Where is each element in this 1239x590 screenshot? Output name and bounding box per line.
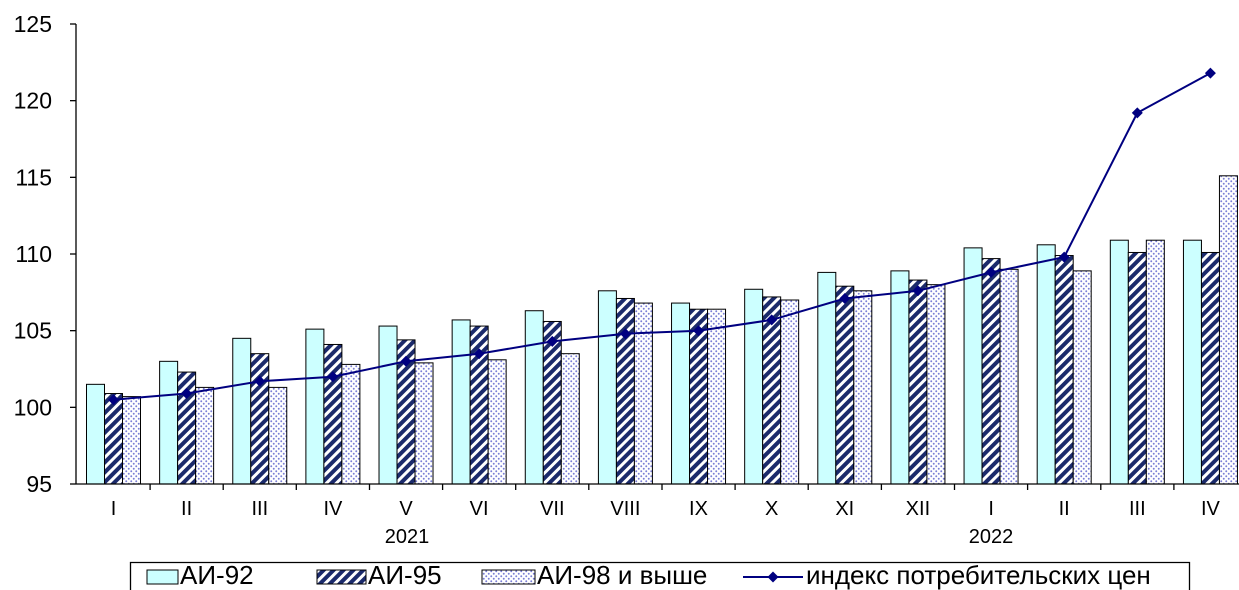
bar-ai-98-11 [853, 290, 873, 485]
x-tick-label-11: XI [835, 498, 854, 520]
x-tick-label-1: I [111, 498, 117, 520]
legend-swatch-ai-98 [481, 569, 536, 585]
bar-ai-98-12 [926, 284, 946, 485]
x-tick-label-2: II [181, 498, 192, 520]
axes [70, 23, 1239, 490]
x-tick-label-15: III [1129, 498, 1146, 520]
bar-series [86, 175, 1238, 485]
bar-ai-92-2 [159, 360, 179, 485]
bar-ai-98-3 [268, 386, 288, 485]
bar-ai-98-13 [999, 268, 1019, 485]
legend-label-ai-98: АИ-98 и выше [537, 560, 707, 590]
marker-cpi-13 [985, 266, 997, 278]
marker-cpi-15 [1131, 107, 1143, 119]
legend-swatch-ai-95 [316, 569, 367, 585]
bar-ai-95-16 [1200, 251, 1220, 485]
bar-ai-92-15 [1109, 239, 1129, 485]
cpi-line-series [108, 67, 1216, 406]
bar-ai-92-13 [963, 247, 983, 485]
bar-ai-98-7 [560, 353, 580, 485]
bar-ai-92-8 [597, 290, 617, 485]
x-tick-label-9: IX [689, 498, 708, 520]
bar-ai-98-14 [1072, 270, 1092, 485]
legend-label-ai-92: АИ-92 [180, 560, 254, 590]
x-tick-label-13: I [988, 498, 994, 520]
bar-ai-92-1 [86, 383, 105, 485]
marker-cpi-6 [473, 348, 485, 360]
x-tick-label-8: VIII [610, 498, 640, 520]
legend-label-ai-95: АИ-95 [368, 560, 442, 590]
bar-ai-98-15 [1145, 239, 1165, 485]
legend-swatch-ai-92 [146, 569, 179, 585]
x-tick-label-10: X [765, 498, 778, 520]
bar-ai-98-6 [487, 359, 507, 485]
marker-cpi-3 [254, 375, 266, 387]
y-tick-label-1: 95 [26, 471, 52, 497]
x-tick-label-6: VI [470, 498, 489, 520]
bar-ai-92-3 [232, 337, 252, 485]
bar-ai-98-9 [707, 308, 727, 485]
bar-ai-92-14 [1036, 244, 1056, 485]
marker-cpi-4 [327, 371, 339, 383]
bar-ai-95-15 [1127, 251, 1147, 485]
x-tick-label-4: IV [323, 498, 343, 520]
y-tick-label-5: 115 [15, 164, 52, 190]
legend-label-cpi: индекс потребительских цен [806, 560, 1151, 590]
y-tick-label-2: 100 [14, 394, 52, 420]
x-tick-label-3: III [251, 498, 268, 520]
marker-cpi-9 [693, 325, 704, 337]
x-tick-label-7: VII [540, 498, 564, 520]
marker-cpi-12 [912, 285, 924, 297]
marker-cpi-8 [619, 328, 631, 340]
bar-ai-92-5 [378, 325, 398, 485]
marker-cpi-10 [766, 314, 778, 326]
marker-cpi-16 [1204, 67, 1216, 79]
x-tick-label-5: V [399, 498, 413, 520]
marker-cpi-1 [108, 394, 119, 406]
bar-ai-92-4 [305, 328, 325, 485]
marker-cpi-5 [400, 355, 412, 367]
marker-cpi-14 [1058, 251, 1070, 263]
bar-ai-98-10 [780, 299, 800, 485]
bar-ai-95-8 [615, 297, 635, 485]
bar-ai-95-1 [104, 393, 123, 485]
bar-ai-98-4 [341, 363, 361, 485]
legend: АИ-92 АИ-95 АИ-98 и выше индекс потребит… [129, 560, 1191, 590]
y-tick-label-3: 105 [14, 318, 52, 344]
line-cpi [113, 72, 1211, 401]
bar-ai-95-3 [250, 353, 270, 485]
y-tick-label-7: 125 [14, 11, 52, 37]
x-tick-label-12: XII [906, 498, 930, 520]
y-tick-label-4: 110 [15, 241, 52, 267]
x-tick-label-16: IV [1201, 498, 1221, 520]
bar-ai-98-5 [414, 362, 434, 485]
marker-cpi-7 [546, 335, 558, 347]
x-tick-label-14: II [1059, 498, 1070, 520]
bar-ai-98-16 [1218, 175, 1238, 485]
bar-ai-95-13 [981, 258, 1001, 485]
bar-ai-92-7 [524, 310, 544, 485]
y-tick-label-6: 120 [14, 88, 52, 114]
bar-ai-92-6 [451, 319, 471, 485]
bar-ai-98-2 [195, 386, 215, 485]
bar-ai-95-12 [908, 279, 928, 485]
bar-ai-95-14 [1054, 255, 1074, 485]
bar-ai-92-10 [744, 288, 764, 485]
marker-cpi-11 [839, 293, 851, 304]
marker-cpi-2 [181, 388, 193, 399]
bar-ai-92-12 [890, 270, 910, 485]
bar-ai-95-4 [323, 343, 343, 485]
year-group-label-1: 2021 [385, 526, 430, 548]
legend-swatch-cpi-marker [767, 571, 779, 583]
bar-ai-92-16 [1182, 239, 1202, 485]
bar-ai-95-11 [835, 285, 855, 485]
year-group-label-2: 2022 [969, 526, 1014, 548]
legend-frame [129, 561, 1191, 590]
bar-ai-98-1 [122, 396, 141, 485]
bar-ai-98-8 [633, 302, 653, 485]
